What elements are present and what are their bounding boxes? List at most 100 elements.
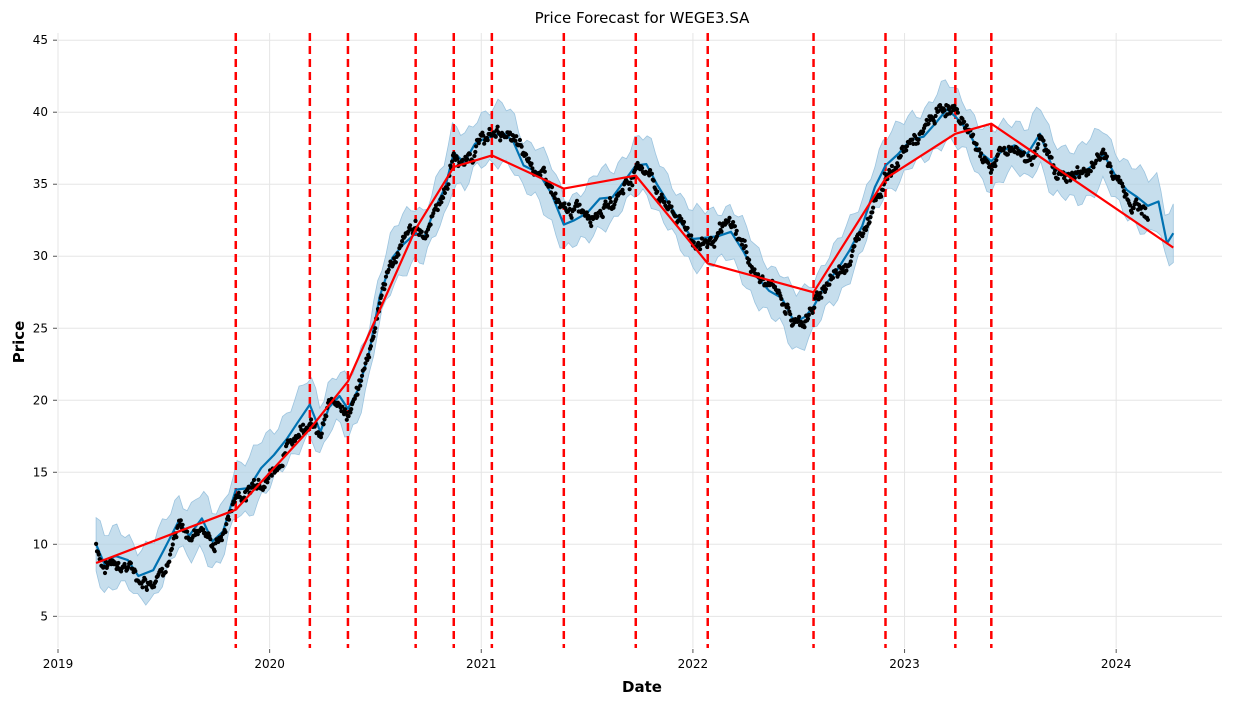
- actual-point: [262, 485, 267, 490]
- actual-point: [1120, 184, 1125, 189]
- actual-point: [219, 538, 224, 543]
- actual-point: [621, 191, 626, 196]
- actual-point: [933, 113, 938, 119]
- actual-point: [408, 223, 413, 228]
- actual-point: [96, 552, 101, 557]
- actual-point: [169, 546, 174, 551]
- actual-point: [472, 153, 477, 159]
- actual-point: [726, 219, 731, 224]
- actual-point: [450, 159, 455, 164]
- actual-point: [971, 132, 976, 137]
- actual-point: [651, 178, 656, 183]
- actual-point: [344, 417, 349, 422]
- actual-point: [1055, 176, 1060, 181]
- actual-point: [995, 152, 1001, 157]
- actual-point: [752, 267, 757, 272]
- actual-point: [507, 130, 513, 135]
- actual-point: [321, 422, 326, 427]
- y-tick-label: 25: [33, 321, 48, 335]
- actual-point: [756, 272, 761, 277]
- actual-point: [163, 570, 168, 575]
- actual-point: [1104, 154, 1109, 159]
- actual-point: [144, 587, 149, 593]
- actual-point: [542, 169, 547, 174]
- actual-point: [916, 137, 921, 142]
- actual-point: [207, 533, 212, 539]
- actual-point: [932, 121, 937, 126]
- changepoint-layer: [234, 33, 993, 648]
- actual-point: [224, 522, 229, 527]
- actual-point: [867, 220, 872, 225]
- actual-point: [823, 287, 829, 292]
- actual-point: [685, 225, 690, 231]
- actual-point: [504, 135, 509, 140]
- actual-point: [541, 165, 547, 170]
- actual-point: [691, 240, 696, 245]
- actual-point: [223, 529, 228, 535]
- actual-point: [473, 149, 478, 155]
- actual-point: [848, 259, 853, 264]
- actual-point: [942, 108, 947, 113]
- actual-point: [482, 141, 487, 146]
- actual-point: [178, 518, 183, 523]
- actual-point: [324, 414, 329, 419]
- actual-point: [396, 252, 401, 257]
- actual-point: [446, 182, 451, 187]
- actual-point: [805, 316, 811, 321]
- actual-point: [806, 312, 812, 317]
- actual-point: [662, 199, 667, 205]
- actual-point: [439, 200, 444, 205]
- actual-point: [435, 207, 440, 213]
- actual-point: [830, 275, 836, 280]
- actual-point: [379, 293, 384, 298]
- actual-point: [1043, 143, 1048, 148]
- actual-point: [904, 148, 909, 153]
- actual-point: [143, 577, 148, 582]
- actual-point: [1129, 210, 1134, 215]
- actual-point: [377, 301, 382, 306]
- actual-point: [318, 435, 323, 440]
- actual-point: [431, 211, 436, 216]
- actual-point: [419, 229, 424, 234]
- actual-point: [256, 477, 261, 482]
- actual-point: [442, 190, 447, 196]
- actual-point: [648, 168, 653, 173]
- actual-point: [126, 565, 131, 570]
- actual-point: [226, 517, 232, 522]
- actual-point: [574, 198, 580, 203]
- actual-point: [819, 295, 824, 300]
- actual-point: [266, 476, 271, 481]
- actual-point: [850, 248, 855, 253]
- actual-point: [584, 210, 589, 215]
- actual-point: [428, 222, 433, 227]
- actual-point: [451, 151, 456, 156]
- axis-layer: 5 10 15 20 25 30 35 40 45 2019 2020 2021 2022 2023 202…: [33, 33, 1132, 671]
- actual-point: [128, 561, 133, 566]
- actual-point: [467, 152, 472, 157]
- actual-point: [343, 410, 348, 415]
- actual-point: [921, 129, 926, 134]
- actual-point: [1108, 164, 1113, 169]
- actual-point: [924, 117, 929, 123]
- actual-point: [979, 151, 984, 156]
- actual-point: [549, 185, 555, 190]
- actual-point: [122, 561, 127, 567]
- actual-point: [955, 110, 961, 115]
- actual-point: [608, 199, 614, 204]
- actual-point: [974, 142, 979, 147]
- actual-point: [566, 202, 572, 207]
- actual-point: [797, 314, 802, 319]
- actual-point: [476, 141, 481, 146]
- actual-point: [358, 383, 363, 388]
- y-tick-label: 10: [33, 537, 48, 551]
- actual-point: [880, 187, 886, 193]
- actual-point: [827, 282, 832, 287]
- y-tick-label: 20: [33, 393, 48, 407]
- actual-point: [747, 257, 752, 262]
- y-axis-title: Price: [10, 321, 28, 364]
- actual-point: [383, 274, 389, 279]
- actual-point: [342, 407, 348, 412]
- actual-point: [372, 329, 377, 334]
- actual-point: [517, 137, 523, 143]
